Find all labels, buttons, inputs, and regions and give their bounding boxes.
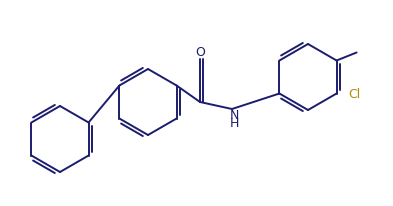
Text: H: H [229, 117, 239, 130]
Text: O: O [195, 45, 205, 58]
Text: Cl: Cl [349, 88, 361, 101]
Text: N: N [229, 109, 239, 122]
